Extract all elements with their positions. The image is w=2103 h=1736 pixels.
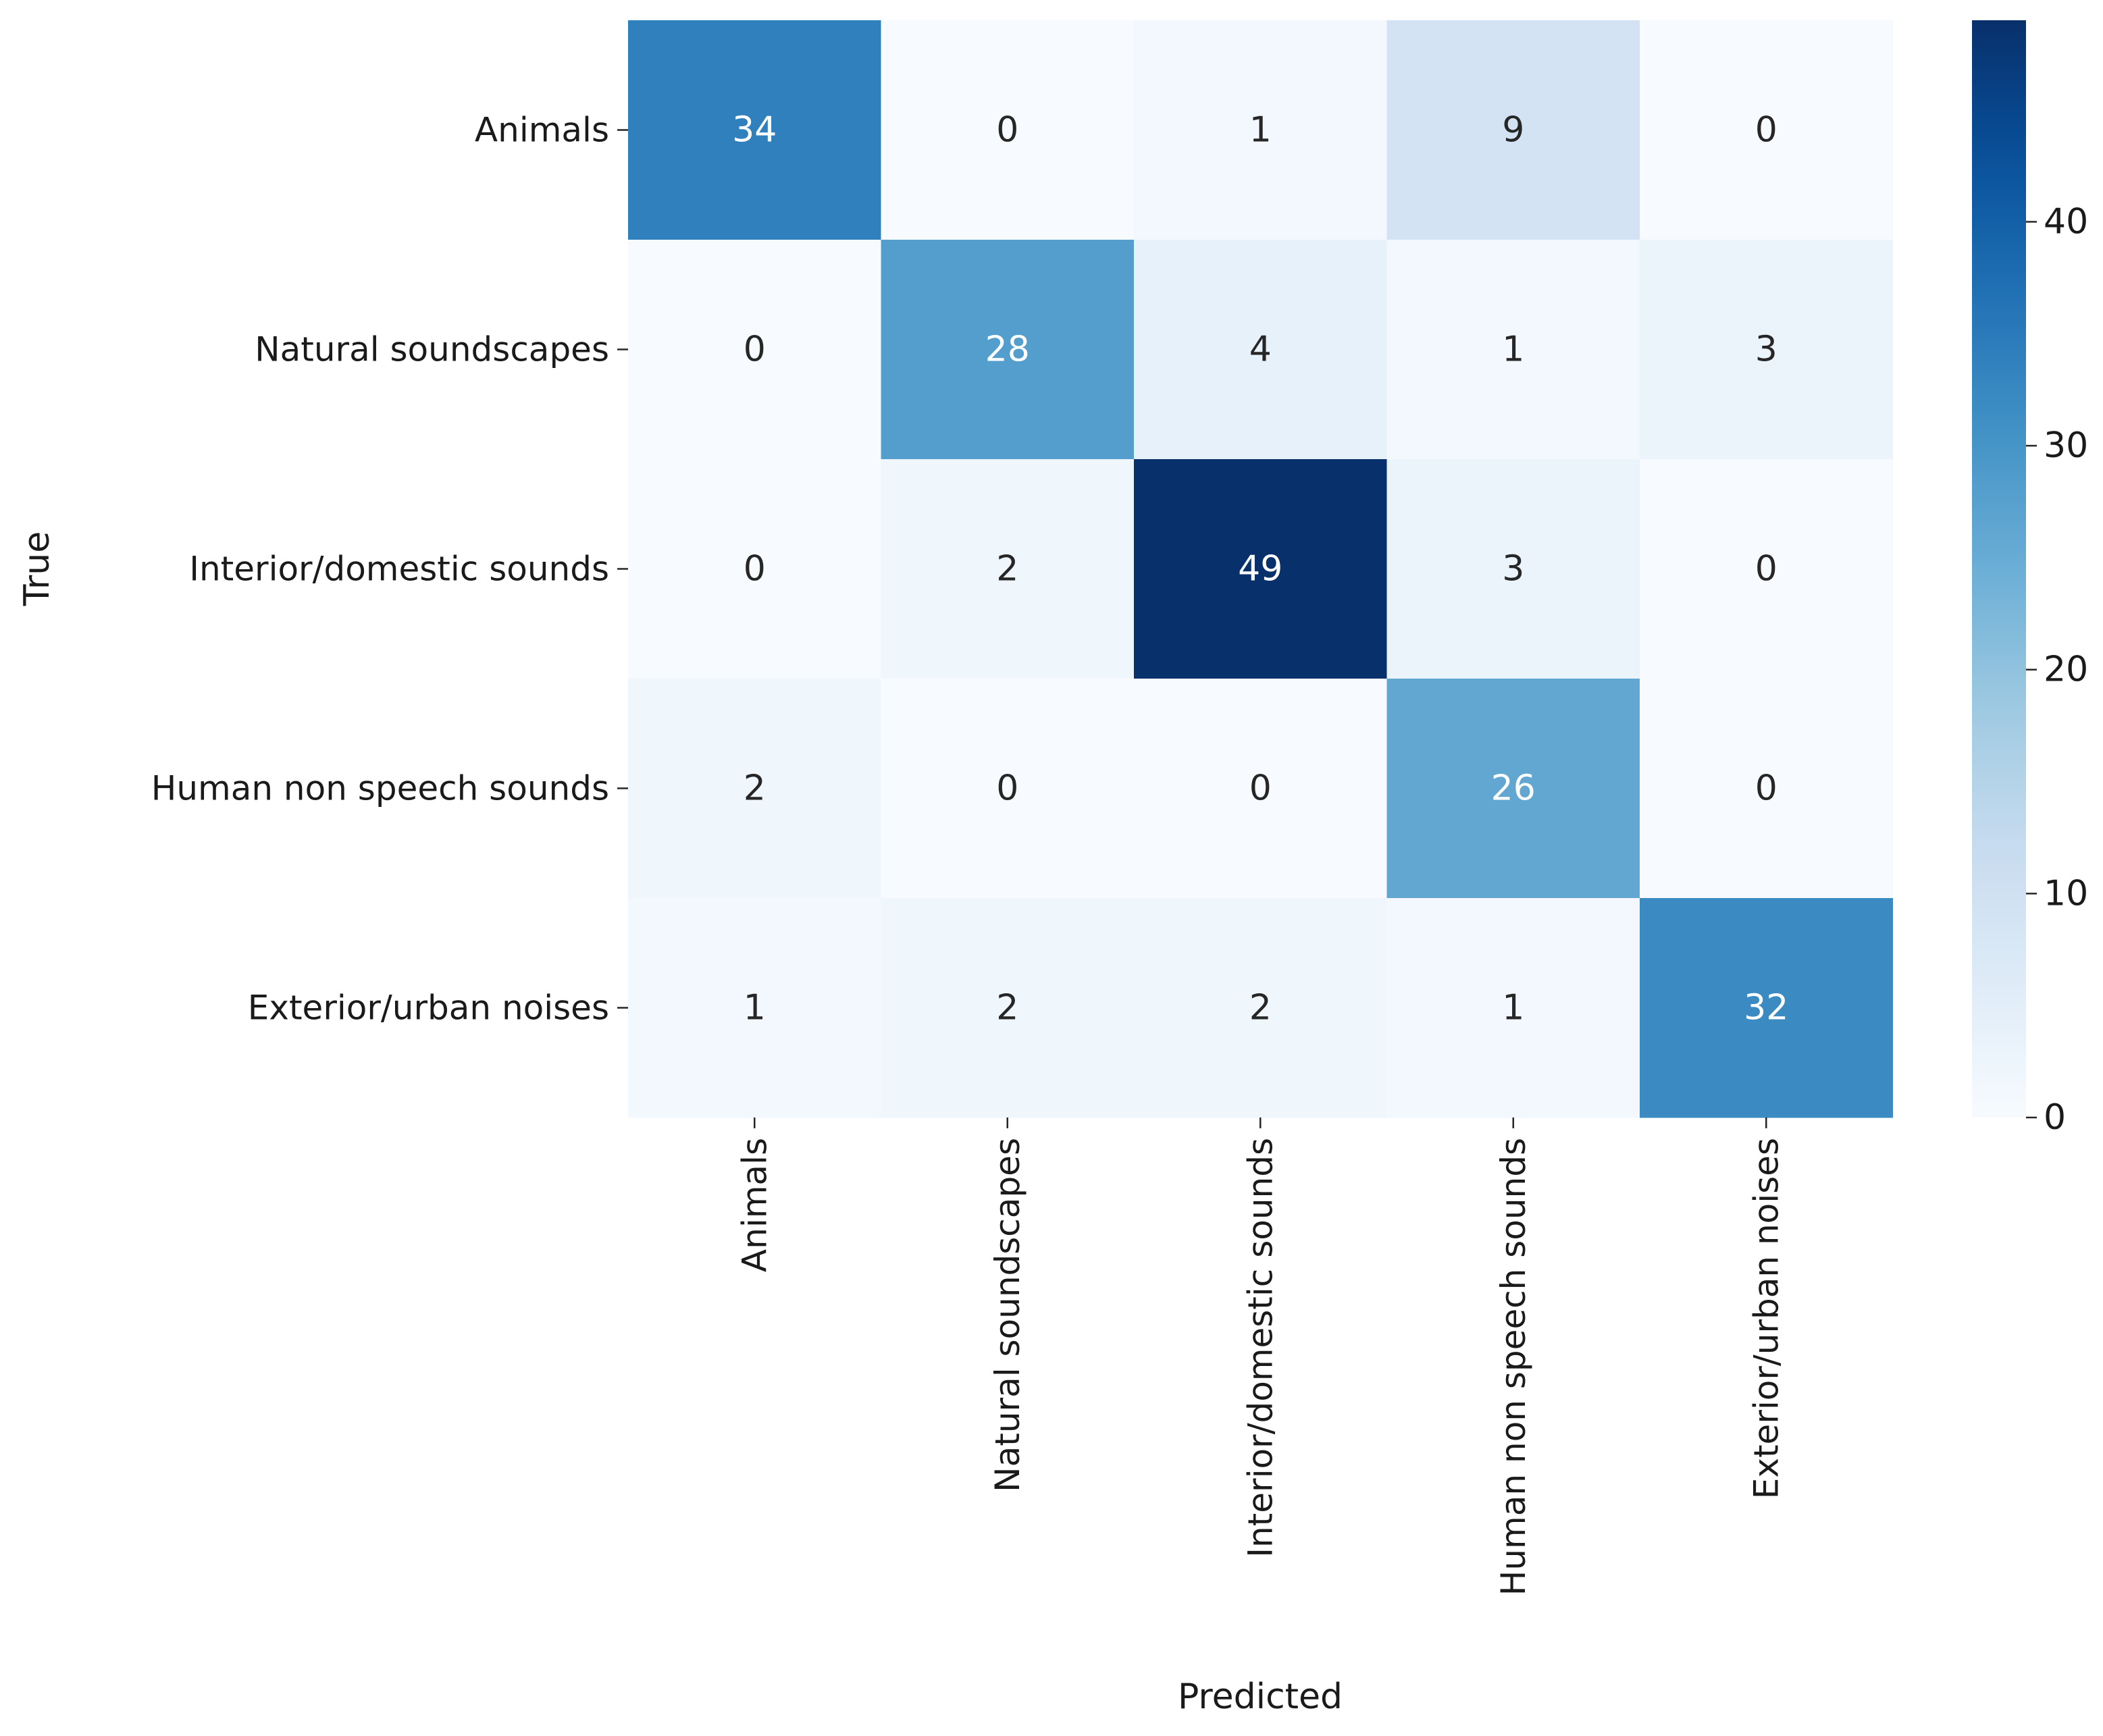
cell-value-label: 0 [1249,768,1272,809]
cell-value-label: 2 [744,768,766,809]
heatmap-cell [1386,240,1640,460]
cell-value-label: 3 [1502,549,1524,589]
cell-value-label: 1 [1249,110,1272,151]
heatmap-cell [1134,679,1387,899]
cell-value-label: 1 [1502,988,1524,1028]
y-tick-label: Animals [475,111,609,150]
heatmap-cell [1640,240,1893,460]
cell-value-labels: 34 0 1 9 0 0 28 4 1 3 0 2 49 3 0 2 0 0 26 0 1 2 2 1 32 [732,110,1788,1028]
cell-value-label: 26 [1491,768,1536,809]
cell-value-label: 0 [996,768,1018,809]
x-tick-label: Human non speech sounds [1494,1138,1533,1596]
heatmap-cell [881,20,1135,240]
heatmap-cell [1640,679,1893,899]
heatmap-cell [1134,240,1387,460]
cell-value-label: 0 [744,330,766,370]
heatmap-cell [628,240,881,460]
colorbar-gradient [1972,20,2026,1117]
colorbar-tick-label: 20 [2044,650,2088,690]
cell-value-label: 2 [996,988,1018,1028]
x-tick-label: Natural soundscapes [988,1138,1027,1492]
cell-value-label: 32 [1744,988,1788,1028]
heatmap-cell [1386,459,1640,679]
cell-value-label: 1 [1502,330,1524,370]
cell-value-label: 4 [1249,330,1272,370]
heatmap-cell [881,898,1135,1118]
cell-value-label: 3 [1755,330,1777,370]
colorbar-tick-label: 40 [2044,201,2088,242]
colorbar-tick-label: 0 [2044,1097,2066,1138]
y-axis: Animals Natural soundscapes Interior/domes… [151,111,628,1028]
cell-value-label: 0 [1755,549,1777,589]
heatmap-cell [628,459,881,679]
cell-value-label: 0 [1755,768,1777,809]
x-axis-title: Predicted [1178,1677,1343,1717]
heatmap-cell [881,459,1135,679]
heatmap-cell [881,679,1135,899]
heatmap-cell [881,240,1135,460]
cell-value-label: 2 [1249,988,1272,1028]
y-axis-title: True [17,531,57,606]
cell-value-label: 9 [1502,110,1524,151]
heatmap-cell [1386,679,1640,899]
heatmap-cell [1640,20,1893,240]
y-tick-label: Natural soundscapes [255,330,609,369]
heatmap-cell [628,679,881,899]
colorbar: 0 10 20 30 40 [1972,20,2088,1138]
heatmap-cell [628,898,881,1118]
colorbar-tick-label: 30 [2044,425,2088,466]
cell-value-label: 49 [1238,549,1282,589]
y-tick-label: Human non speech sounds [151,769,609,808]
x-tick-label: Interior/domestic sounds [1241,1138,1280,1558]
cell-value-label: 34 [732,110,777,151]
y-tick-label: Interior/domestic sounds [189,550,609,589]
x-axis: Animals Natural soundscapes Interior/domes… [735,1117,1786,1596]
cell-value-label: 28 [985,330,1030,370]
heatmap-cell [1640,898,1893,1118]
heatmap-cell [1134,459,1387,679]
cell-value-label: 0 [1755,110,1777,151]
heatmap-cell [1134,20,1387,240]
heatmap-cell [1386,20,1640,240]
x-tick-label: Animals [735,1138,774,1272]
y-tick-label: Exterior/urban noises [248,989,609,1028]
heatmap-cell [1386,898,1640,1118]
cell-value-label: 0 [744,549,766,589]
cell-value-label: 2 [996,549,1018,589]
x-tick-label: Exterior/urban noises [1746,1138,1786,1499]
heatmap-cell [1640,459,1893,679]
heatmap-cells [628,20,1893,1118]
cell-value-label: 1 [744,988,766,1028]
heatmap-cell [628,20,881,240]
heatmap-cell [1134,898,1387,1118]
colorbar-tick-label: 10 [2044,873,2088,914]
cell-value-label: 0 [996,110,1018,151]
